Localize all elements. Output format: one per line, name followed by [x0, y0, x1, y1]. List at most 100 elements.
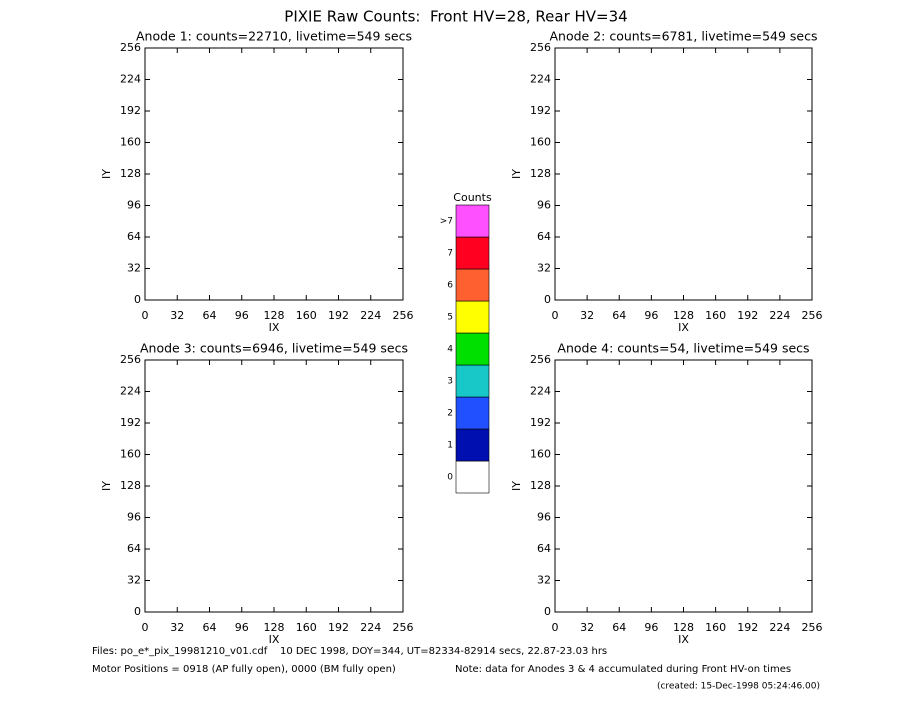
x-tick-label: 128: [264, 309, 285, 322]
color-swatch: [455, 364, 490, 398]
color-swatch: [455, 460, 490, 494]
y-tick-label: 32: [537, 262, 551, 275]
y-tick-label: 256: [530, 41, 551, 54]
y-tick-label: 224: [120, 73, 141, 86]
x-tick-label: 0: [552, 621, 559, 634]
x-tick-label: 224: [360, 621, 381, 634]
y-tick-label: 192: [120, 416, 141, 429]
x-tick-label: 64: [612, 309, 626, 322]
x-tick-label: 192: [737, 309, 758, 322]
x-tick-label: 96: [644, 309, 658, 322]
y-tick-label: 64: [127, 542, 141, 555]
y-tick-label: 0: [544, 605, 551, 618]
panel-title: Anode 4: counts=54, livetime=549 secs: [557, 341, 809, 356]
colorbar-label: 5: [447, 313, 453, 323]
panel-title: Anode 3: counts=6946, livetime=549 secs: [140, 341, 408, 356]
motor-note: Motor Positions = 0918 (AP fully open), …: [92, 664, 396, 675]
y-tick-label: 128: [120, 479, 141, 492]
y-axis-label: IY: [100, 481, 113, 491]
y-tick-label: 192: [530, 104, 551, 117]
x-tick-label: 256: [802, 309, 823, 322]
y-tick-label: 256: [120, 353, 141, 366]
colorbar-label: 6: [447, 281, 453, 291]
y-tick-label: 256: [120, 41, 141, 54]
color-swatch: [455, 268, 490, 302]
y-tick-label: 224: [530, 73, 551, 86]
x-tick-label: 256: [393, 621, 414, 634]
color-swatch: [455, 236, 490, 270]
panel-title: Anode 1: counts=22710, livetime=549 secs: [136, 29, 412, 44]
x-tick-label: 128: [673, 309, 694, 322]
y-tick-label: 96: [127, 199, 141, 212]
y-tick-label: 96: [537, 511, 551, 524]
x-axis-label: IX: [678, 321, 689, 334]
x-tick-label: 160: [705, 621, 726, 634]
x-tick-label: 64: [612, 621, 626, 634]
x-tick-label: 224: [360, 309, 381, 322]
color-swatch: [455, 332, 490, 366]
x-tick-label: 192: [328, 309, 349, 322]
x-tick-label: 32: [170, 309, 184, 322]
y-tick-label: 128: [530, 167, 551, 180]
panel-title: Anode 2: counts=6781, livetime=549 secs: [549, 29, 817, 44]
y-tick-label: 96: [537, 199, 551, 212]
plot-frame: [144, 47, 404, 301]
x-tick-label: 192: [328, 621, 349, 634]
colorbar-label: 1: [447, 441, 453, 451]
y-tick-label: 224: [120, 385, 141, 398]
plot-frame: [144, 359, 404, 613]
y-tick-label: 64: [537, 230, 551, 243]
x-tick-label: 256: [393, 309, 414, 322]
x-tick-label: 160: [296, 309, 317, 322]
x-tick-label: 96: [235, 309, 249, 322]
x-tick-label: 32: [170, 621, 184, 634]
y-tick-label: 128: [530, 479, 551, 492]
color-swatch: [455, 300, 490, 334]
y-tick-label: 64: [127, 230, 141, 243]
x-tick-label: 96: [644, 621, 658, 634]
x-tick-label: 128: [264, 621, 285, 634]
y-tick-label: 32: [127, 574, 141, 587]
colorbar-label: 7: [447, 249, 453, 259]
y-tick-label: 160: [530, 448, 551, 461]
y-tick-label: 192: [530, 416, 551, 429]
x-tick-label: 192: [737, 621, 758, 634]
x-tick-label: 224: [769, 309, 790, 322]
y-tick-label: 160: [120, 448, 141, 461]
x-tick-label: 160: [705, 309, 726, 322]
y-tick-label: 64: [537, 542, 551, 555]
y-tick-label: 96: [127, 511, 141, 524]
x-tick-label: 160: [296, 621, 317, 634]
colorbar-title: Counts: [453, 191, 492, 204]
x-tick-label: 32: [580, 621, 594, 634]
files-note: Files: po_e*_pix_19981210_v01.cdf 10 DEC…: [92, 646, 607, 657]
y-axis-label: IY: [510, 169, 523, 179]
y-axis-label: IY: [100, 169, 113, 179]
x-tick-label: 64: [203, 309, 217, 322]
y-tick-label: 128: [120, 167, 141, 180]
page-title: PIXIE Raw Counts: Front HV=28, Rear HV=3…: [284, 8, 627, 26]
colorbar-label: 4: [447, 345, 453, 355]
x-axis-label: IX: [678, 633, 689, 646]
y-tick-label: 0: [134, 605, 141, 618]
x-tick-label: 0: [552, 309, 559, 322]
created-note: (created: 15-Dec-1998 05:24:46.00): [657, 682, 820, 692]
y-tick-label: 224: [530, 385, 551, 398]
x-tick-label: 0: [142, 621, 149, 634]
y-tick-label: 0: [134, 293, 141, 306]
color-swatch: [455, 204, 490, 238]
x-tick-label: 32: [580, 309, 594, 322]
y-tick-label: 0: [544, 293, 551, 306]
plot-frame: [554, 47, 813, 301]
y-tick-label: 32: [537, 574, 551, 587]
plot-frame: [554, 359, 813, 613]
colorbar-label: 3: [447, 377, 453, 387]
x-axis-label: IX: [269, 321, 280, 334]
y-tick-label: 160: [120, 136, 141, 149]
x-tick-label: 0: [142, 309, 149, 322]
y-tick-label: 32: [127, 262, 141, 275]
x-tick-label: 128: [673, 621, 694, 634]
x-tick-label: 256: [802, 621, 823, 634]
colorbar-label: 0: [447, 473, 453, 483]
